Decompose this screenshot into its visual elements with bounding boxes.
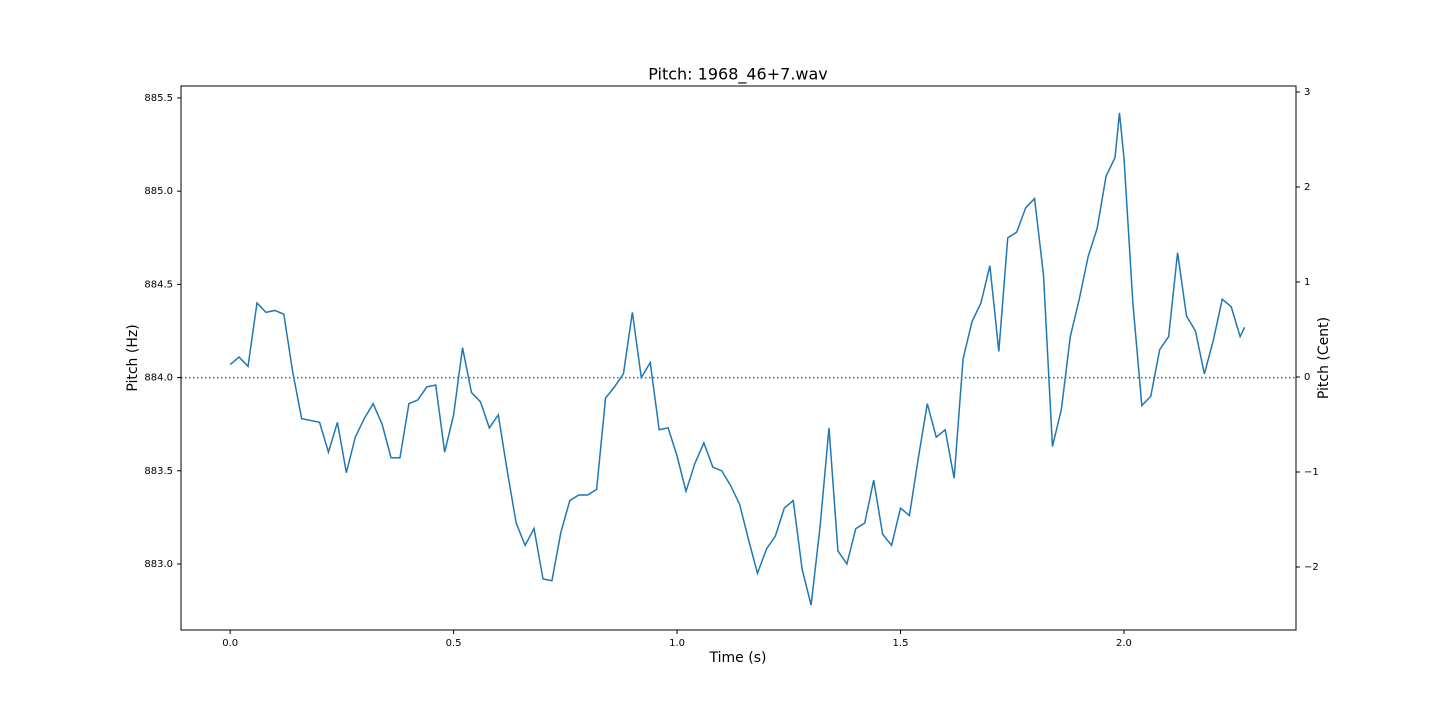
y2-tick-label: −1 — [1304, 467, 1319, 478]
y-tick-label: 884.0 — [144, 373, 173, 384]
y-tick-label: 884.5 — [144, 279, 173, 290]
y2-tick-label: 0 — [1304, 372, 1310, 383]
x-tick-label: 2.0 — [1116, 638, 1132, 649]
y2-tick-label: 1 — [1304, 277, 1310, 288]
y-tick-label: 885.0 — [144, 186, 173, 197]
y-tick-label: 883.5 — [144, 466, 173, 477]
pitch-line — [229, 112, 1246, 606]
x-tick-label: 0.0 — [222, 638, 238, 649]
x-axis-label: Time (s) — [709, 650, 767, 666]
x-tick-label: 1.0 — [669, 638, 685, 649]
x-tick-label: 0.5 — [446, 638, 462, 649]
plot-frame — [180, 85, 1297, 631]
x-tick-label: 1.5 — [893, 638, 909, 649]
y2-tick-label: 3 — [1304, 87, 1310, 98]
y2-tick-label: 2 — [1304, 182, 1310, 193]
y2-axis-label: Pitch (Cent) — [1316, 317, 1332, 399]
chart-title: Pitch: 1968_46+7.wav — [648, 65, 828, 85]
y-tick-label: 885.5 — [144, 93, 173, 104]
y2-tick-label: −2 — [1304, 562, 1319, 573]
y-axis-label: Pitch (Hz) — [125, 324, 141, 391]
y-tick-label: 883.0 — [144, 559, 173, 570]
